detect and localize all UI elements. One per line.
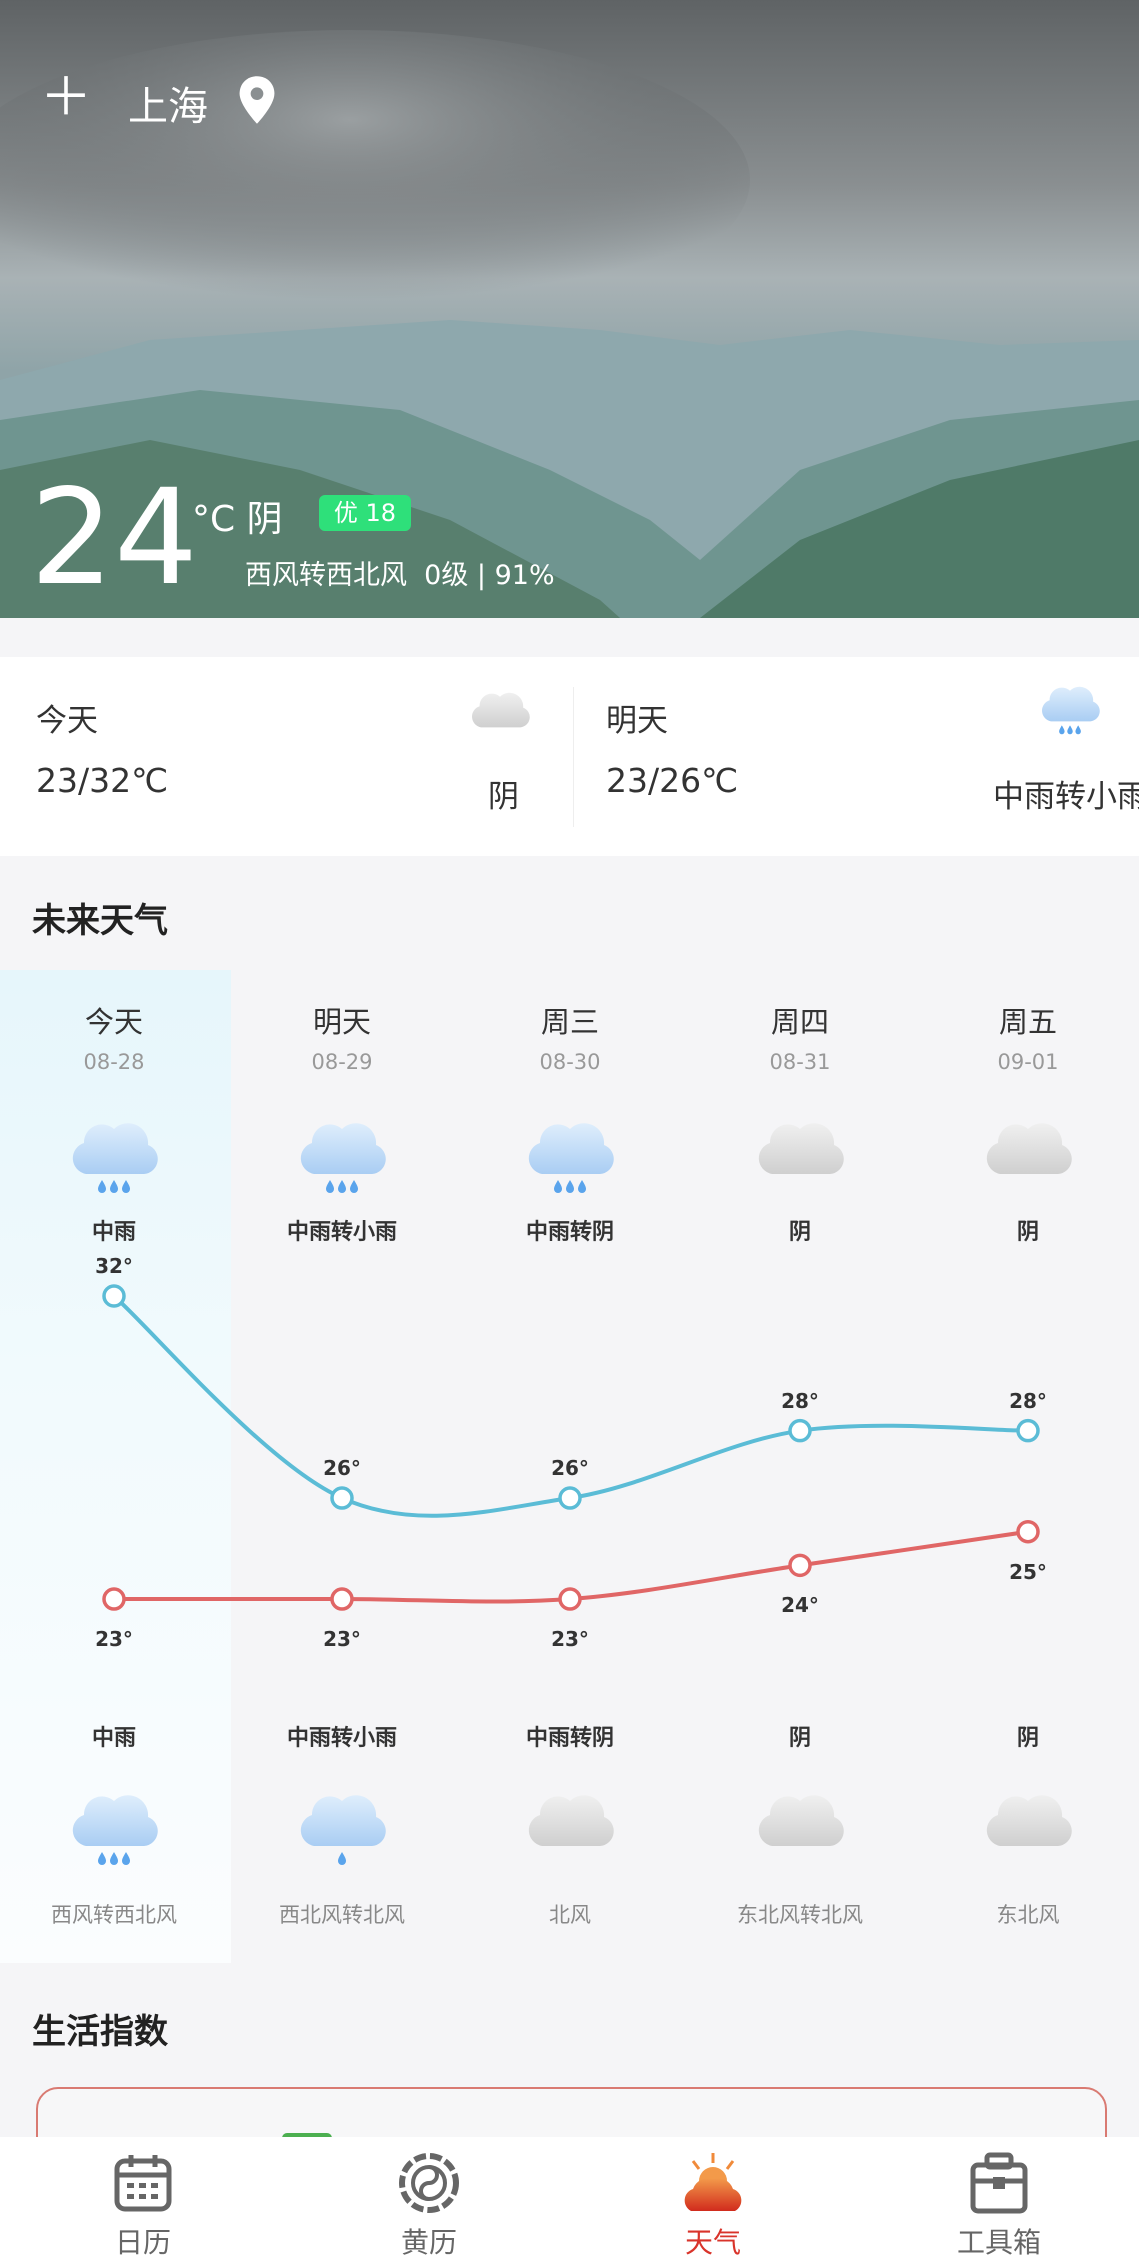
bottom-nav: 日历 黄历 天气 工具箱 [0,2137,1139,2264]
cloud-icon [750,1100,850,1200]
rain-cloud-icon [520,1100,620,1200]
forecast-wind: 北风 [549,1903,591,1927]
cloud-icon [978,1772,1078,1872]
high-temp-point [1016,1418,1040,1443]
high-temp-label: 32° [95,1254,133,1278]
high-temp-label: 26° [323,1456,361,1481]
nav-item-0[interactable]: 日历 [43,2137,243,2264]
forecast-day: 周五 [998,1005,1057,1039]
wind-humidity: 西风转西北风 0级 | 91% [245,560,555,591]
forecast-day: 今天 [84,1005,143,1039]
cloud-icon [466,677,534,749]
high-temp-point [102,1284,126,1308]
forecast-day-condition: 中雨 [91,1220,136,1245]
cloud-icon [750,1772,850,1872]
hero-background [0,0,1139,618]
summary-tomorrow-cond: 中雨转小雨 [993,779,1139,815]
temperature-chart [102,1284,1040,1611]
rain-cloud-icon [64,1772,164,1872]
high-temp-label: 28° [781,1388,819,1413]
cloud-icon [520,1772,620,1872]
toolbox-icon [967,2151,1031,2219]
almanac-icon [397,2151,461,2219]
forecast-day-condition: 阴 [1016,1220,1039,1245]
summary-today-cond: 阴 [488,779,519,815]
forecast-day-condition: 阴 [788,1220,811,1245]
nav-item-3[interactable]: 工具箱 [899,2137,1099,2264]
forecast-day: 周三 [540,1005,599,1039]
forecast-night-condition: 中雨 [91,1726,136,1751]
summary-today-label: 今天 [36,703,98,739]
rain-cloud-icon [64,1100,164,1200]
forecast-day: 周四 [770,1005,829,1039]
forecast-date: 08-28 [83,1050,145,1074]
summary-tomorrow-label: 明天 [606,703,668,739]
low-temp-point [330,1587,354,1611]
low-temp-label: 23° [323,1627,361,1652]
current-condition: °C 阴 [192,499,283,540]
nav-item-1[interactable]: 黄历 [329,2137,529,2264]
nav-item-2[interactable]: 天气 [613,2137,813,2264]
low-temp-label: 23° [95,1627,133,1652]
aqi-badge[interactable]: 优 18 [319,495,411,531]
forecast-day-condition: 中雨转阴 [525,1220,614,1245]
forecast-night-condition: 中雨转小雨 [286,1726,397,1751]
summary-today-range: 23/32℃ [36,761,169,800]
cloud-icon [978,1100,1078,1200]
low-temp-label: 25° [1009,1559,1047,1584]
rain-cloud-icon [292,1100,392,1200]
forecast-night-condition: 中雨转阴 [525,1726,614,1751]
high-temp-label: 28° [1009,1388,1047,1413]
map-pin-icon[interactable] [238,76,276,124]
light-rain-cloud-icon [292,1772,392,1872]
low-temp-point [1016,1519,1040,1544]
forecast-wind: 西风转西北风 [51,1903,177,1927]
low-temp-point [102,1587,126,1611]
high-temp-label: 26° [551,1456,589,1481]
calendar-icon [111,2151,175,2219]
low-temp-point [788,1553,812,1578]
city-name[interactable]: 上海 [128,84,208,130]
low-temp-label: 23° [551,1627,589,1652]
forecast-day-condition: 中雨转小雨 [286,1220,397,1245]
forecast-date: 08-29 [311,1050,373,1074]
weather-icon [681,2151,745,2219]
nav-label: 日历 [114,2226,171,2259]
low-temp-point [558,1587,582,1611]
rain-cloud-icon [1036,671,1104,743]
forecast-title: 未来天气 [32,901,168,941]
nav-label: 天气 [684,2226,741,2259]
summary-tomorrow-range: 23/26℃ [606,761,739,800]
high-temp-line [112,1294,1029,1518]
nav-label: 工具箱 [956,2226,1041,2259]
low-temp-label: 24° [781,1593,819,1618]
high-temp-point [558,1486,582,1510]
forecast-date: 08-31 [769,1050,831,1074]
forecast-wind: 东北风 [996,1903,1060,1927]
current-temperature: 24 [30,461,198,615]
forecast-night-condition: 阴 [1016,1726,1039,1751]
high-temp-point [330,1486,354,1510]
high-temp-point [788,1418,812,1443]
divider [573,687,574,827]
forecast-day: 明天 [312,1005,371,1039]
nav-label: 黄历 [400,2226,457,2259]
two-day-summary: 今天 23/32℃ 阴 明天 23/26℃ 中雨转小雨 [0,657,1139,856]
forecast-date: 08-30 [539,1050,601,1074]
forecast-date: 09-01 [997,1050,1059,1074]
forecast-wind: 西北风转北风 [279,1903,405,1927]
life-index-title: 生活指数 [32,2012,168,2052]
add-city-button[interactable]: ＋ [40,68,93,128]
forecast-wind: 东北风转北风 [737,1903,863,1927]
mountain-scenery [0,30,1139,618]
forecast-night-condition: 阴 [788,1726,811,1751]
